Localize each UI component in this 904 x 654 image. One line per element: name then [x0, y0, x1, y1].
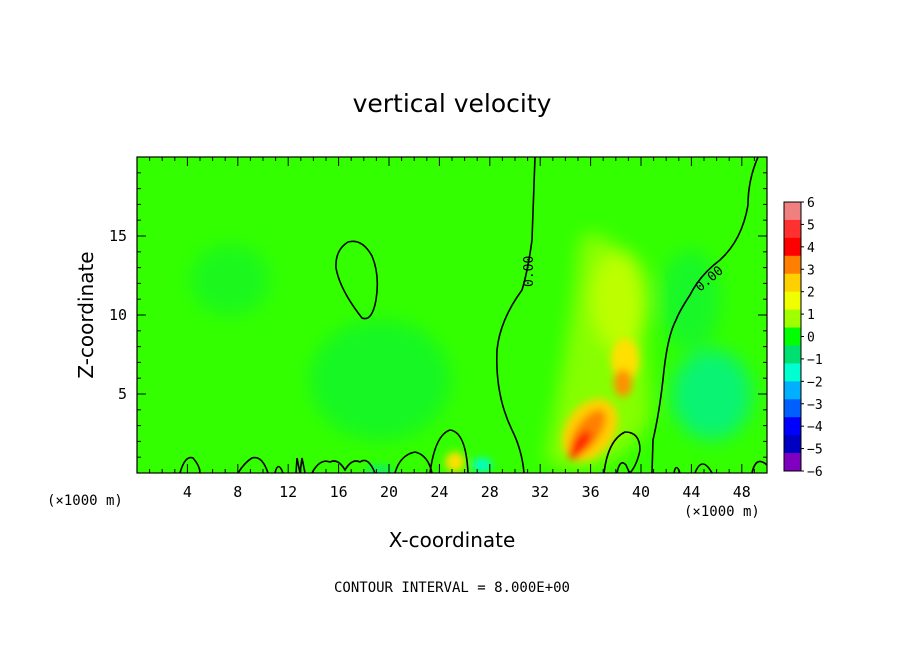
colorbar-label: −1: [807, 353, 823, 368]
colorbar-label: 2: [807, 286, 815, 301]
field-cores: [366, 338, 639, 473]
contour-surface-2: [237, 456, 269, 473]
contour-zero-right: [651, 157, 759, 473]
contour-surface-10: [751, 460, 767, 473]
x-tick-label: 28: [481, 483, 499, 501]
colorbar-swatch: [784, 255, 801, 275]
shade-right-down: [672, 350, 752, 440]
x-tick-label: 12: [279, 483, 297, 501]
contour-lines: [179, 157, 767, 473]
plot-area: [137, 157, 767, 473]
contour-zero-left: [495, 157, 536, 473]
contour-surface-4: [295, 457, 306, 473]
x-tick-label: 16: [330, 483, 348, 501]
contour-surface-left: [179, 456, 201, 473]
y-tick-label: 5: [118, 385, 127, 403]
colorbar-swatch: [784, 237, 801, 257]
surface-cyan: [472, 458, 492, 472]
y-tick-label: 10: [109, 306, 127, 324]
x-tick-label: 24: [430, 483, 448, 501]
core-orange-mid: [614, 369, 632, 397]
colorbar-label: −2: [807, 375, 823, 390]
y-axis-label: Z-coordinate: [74, 251, 98, 378]
colorbar-swatch: [784, 363, 801, 382]
contour-label-1: 0.00: [522, 256, 537, 287]
colorbar-label: 1: [807, 308, 815, 323]
x-tick-label: 44: [682, 483, 700, 501]
colorbar-swatch: [784, 219, 801, 239]
colorbar-swatch: [784, 327, 801, 346]
colorbar-label: −4: [807, 420, 823, 435]
core-yellow-mid: [611, 338, 639, 382]
shade-plume-upper: [592, 250, 648, 350]
x-tick-label: 4: [183, 483, 192, 501]
colorbar-swatch: [784, 381, 801, 400]
contour-interval-footer: CONTOUR INTERVAL = 8.000E+00: [334, 580, 570, 596]
contour-surface-9: [694, 463, 713, 473]
core-red: [568, 430, 592, 460]
colorbar-label: 6: [807, 196, 815, 211]
shade-left-low: [310, 320, 450, 440]
colorbar-swatch: [784, 453, 801, 472]
contour-left-ellipse: [335, 240, 379, 320]
x-tick-label: 40: [632, 483, 650, 501]
colorbar-label: 5: [807, 218, 815, 233]
shade-left-mid: [190, 245, 270, 315]
surface-yellow: [445, 452, 465, 472]
colorbar-label: −5: [807, 443, 823, 458]
x-unit-right: (×1000 m): [684, 504, 760, 520]
colorbar-swatch: [784, 291, 801, 310]
x-tick-label: 32: [531, 483, 549, 501]
x-tick-label: 36: [582, 483, 600, 501]
x-tick-label: 48: [733, 483, 751, 501]
y-tick-label: 15: [109, 227, 127, 245]
colorbar-swatch: [784, 417, 801, 436]
contour-surface-7: [429, 429, 469, 473]
x-unit-left: (×1000 m): [47, 493, 123, 509]
colorbar-swatch: [784, 345, 801, 364]
chart-title: vertical velocity: [353, 89, 552, 118]
x-tick-label: 8: [233, 483, 242, 501]
colorbar-label: 4: [807, 241, 815, 256]
colorbar-label: 0: [807, 331, 815, 346]
field-shading: [190, 233, 752, 470]
colorbar-swatch: [784, 273, 801, 293]
colorbar-label: −3: [807, 398, 823, 413]
y-ticks: 5 10 15: [109, 172, 767, 458]
x-ticks: 4 8 12 16 20 24 28 32 36 40 44 48: [149, 157, 755, 501]
contour-plume-inner: [603, 431, 641, 473]
colorbar: 6 5 4 3 2 1 0 −1 −2 −3 −4 −5 −6: [783, 196, 823, 480]
x-axis-label: X-coordinate: [389, 528, 516, 552]
colorbar-swatch: [784, 435, 801, 454]
contour-surface-6: [394, 451, 433, 473]
colorbar-swatch: [784, 309, 801, 328]
colorbar-swatch: [784, 202, 801, 221]
contour-surface-8: [673, 466, 681, 473]
contour-surface-5: [311, 459, 376, 473]
colorbar-swatch: [784, 399, 801, 418]
colorbar-label: 3: [807, 263, 815, 278]
colorbar-label: −6: [807, 465, 823, 480]
shade-right-down-2: [660, 250, 720, 350]
x-tick-label: 20: [380, 483, 398, 501]
